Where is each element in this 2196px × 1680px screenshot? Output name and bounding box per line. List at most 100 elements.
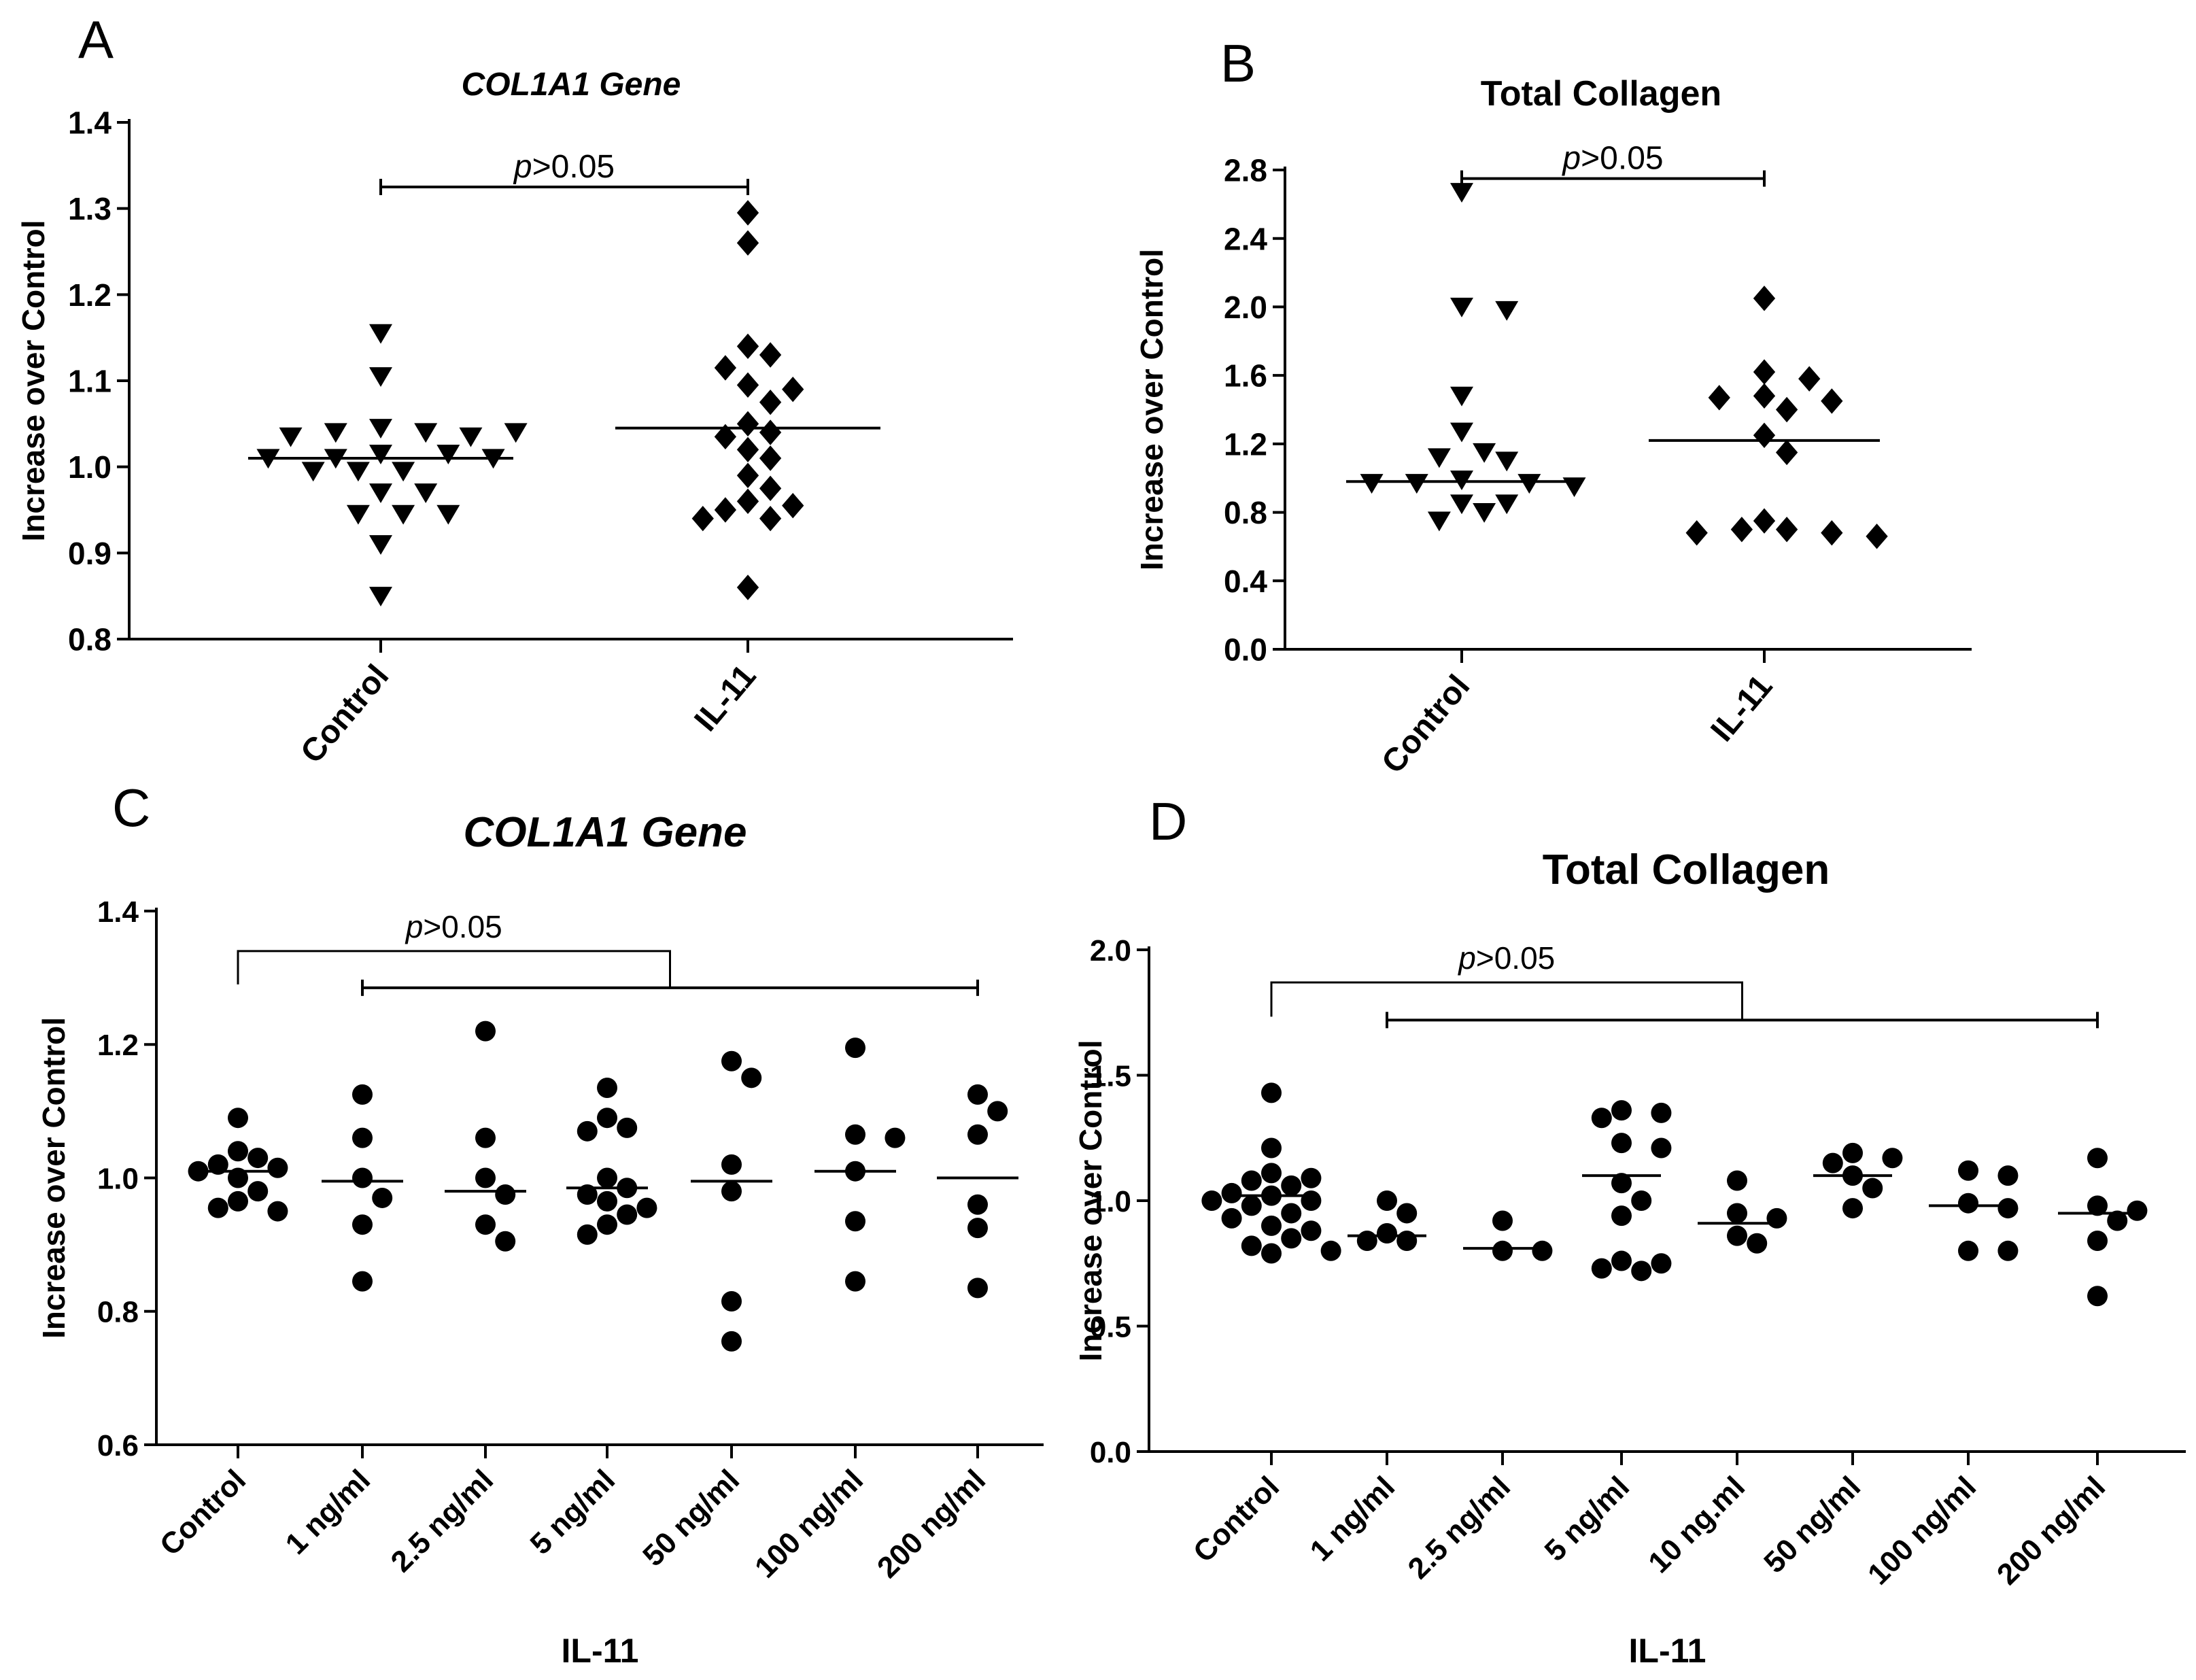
- p-value-label: p>0.05: [1457, 940, 1555, 976]
- data-point-circle: [1356, 1231, 1377, 1252]
- data-point-circle: [845, 1124, 865, 1145]
- data-point-diamond: [736, 372, 759, 398]
- data-point-circle: [1396, 1203, 1418, 1224]
- data-point-diamond: [736, 411, 759, 437]
- data-point-diamond: [1753, 383, 1776, 409]
- y-tick-label: 0.8: [1224, 495, 1267, 530]
- data-point-circle: [352, 1127, 373, 1148]
- data-point-circle: [1241, 1195, 1262, 1216]
- data-point-circle: [967, 1278, 988, 1299]
- data-point-circle: [597, 1167, 617, 1188]
- series-5-ng-ml: [1582, 1100, 1672, 1282]
- data-point-circle: [1727, 1170, 1747, 1191]
- data-point-triangle: [414, 483, 438, 503]
- data-point-diamond: [1685, 520, 1708, 546]
- data-point-circle: [475, 1167, 496, 1188]
- data-point-circle: [597, 1078, 617, 1099]
- data-point-circle: [577, 1184, 598, 1205]
- series-50-ng-ml: [1813, 1142, 1903, 1219]
- data-point-triangle: [1450, 386, 1473, 407]
- data-point-circle: [967, 1194, 988, 1215]
- data-point-triangle: [392, 462, 415, 482]
- data-point-diamond: [1821, 388, 1843, 414]
- data-point-triangle: [369, 445, 392, 464]
- p-value-italic: p: [1561, 141, 1581, 177]
- data-point-diamond: [759, 445, 782, 471]
- data-point-circle: [1261, 1215, 1282, 1236]
- data-point-triangle: [1495, 494, 1519, 515]
- data-point-triangle: [369, 419, 392, 439]
- data-point-circle: [845, 1211, 865, 1232]
- y-tick-label: 1.0: [97, 1162, 139, 1195]
- data-point-circle: [495, 1184, 516, 1205]
- data-point-diamond: [1708, 385, 1730, 411]
- data-point-diamond: [714, 355, 737, 381]
- y-tick-label: 0.9: [68, 536, 111, 571]
- y-tick-label: 0.8: [68, 622, 111, 657]
- panel-b: B Total Collagen 0.0 0.4 0.8 1.2 1.6 2.0 2.4 2.8 I…: [1134, 33, 1972, 781]
- data-point-circle: [1651, 1253, 1672, 1274]
- data-point-circle: [1997, 1240, 2019, 1261]
- data-point-triangle: [392, 504, 415, 525]
- data-point-circle: [1301, 1190, 1322, 1211]
- data-point-circle: [721, 1181, 742, 1202]
- data-point-triangle: [1450, 494, 1473, 515]
- data-point-circle: [721, 1331, 742, 1352]
- data-point-circle: [1842, 1142, 1863, 1163]
- data-point-circle: [1241, 1235, 1262, 1256]
- p-value-italic: p: [1457, 940, 1476, 976]
- data-point-circle: [1591, 1258, 1612, 1279]
- p-value-label: p>0.05: [1561, 141, 1663, 177]
- data-point-triangle: [369, 324, 392, 344]
- series-5-ng-ml: [566, 1078, 657, 1245]
- data-point-circle: [247, 1181, 269, 1202]
- series-control: [1201, 1082, 1341, 1264]
- panel-letter: A: [78, 10, 114, 69]
- data-point-diamond: [736, 462, 759, 489]
- data-point-triangle: [1360, 474, 1384, 494]
- data-point-circle: [1882, 1148, 1903, 1169]
- y-tick-label: 1.2: [1224, 426, 1267, 462]
- data-point-triangle: [279, 427, 303, 447]
- panel-letter: D: [1149, 791, 1187, 851]
- data-point-diamond: [782, 492, 804, 519]
- data-point-circle: [1727, 1225, 1747, 1246]
- data-point-circle: [885, 1127, 906, 1148]
- y-tick-label: 1.5: [1090, 1059, 1131, 1093]
- data-point-circle: [1241, 1170, 1262, 1191]
- y-axis-label: Increase over Control: [1134, 249, 1169, 570]
- data-point-triangle: [346, 504, 370, 525]
- data-point-circle: [1261, 1082, 1282, 1103]
- data-point-triangle: [1450, 297, 1473, 318]
- data-point-circle: [1532, 1240, 1553, 1261]
- data-point-triangle: [1495, 301, 1519, 321]
- y-tick-label: 1.2: [68, 277, 111, 313]
- data-point-triangle: [1473, 443, 1496, 463]
- data-point-circle: [721, 1154, 742, 1175]
- data-point-circle: [1261, 1243, 1282, 1264]
- data-point-triangle: [324, 423, 347, 443]
- data-point-circle: [597, 1108, 617, 1129]
- data-point-triangle: [414, 423, 438, 443]
- x-axis-label: IL-11: [1629, 1632, 1706, 1670]
- data-point-circle: [617, 1117, 638, 1138]
- data-point-circle: [597, 1214, 617, 1235]
- data-point-circle: [721, 1050, 742, 1072]
- data-point-circle: [1261, 1137, 1282, 1159]
- series-10-ng-ml: [1698, 1170, 1787, 1254]
- data-point-diamond: [714, 424, 737, 450]
- series-control: [248, 324, 528, 606]
- y-tick-label: 0.4: [1224, 564, 1267, 599]
- data-point-circle: [1377, 1190, 1397, 1211]
- series-2-5-ng-ml: [1463, 1210, 1553, 1261]
- data-point-diamond: [736, 333, 759, 360]
- data-point-circle: [1301, 1220, 1322, 1241]
- y-tick-label: 1.1: [68, 364, 111, 399]
- data-point-circle: [475, 1021, 496, 1042]
- data-point-triangle: [301, 462, 325, 482]
- data-point-diamond: [714, 497, 737, 523]
- data-point-triangle: [369, 587, 392, 606]
- series-200-ng-ml: [937, 1084, 1018, 1299]
- data-point-circle: [495, 1231, 516, 1252]
- y-tick-label: 2.0: [1224, 290, 1267, 325]
